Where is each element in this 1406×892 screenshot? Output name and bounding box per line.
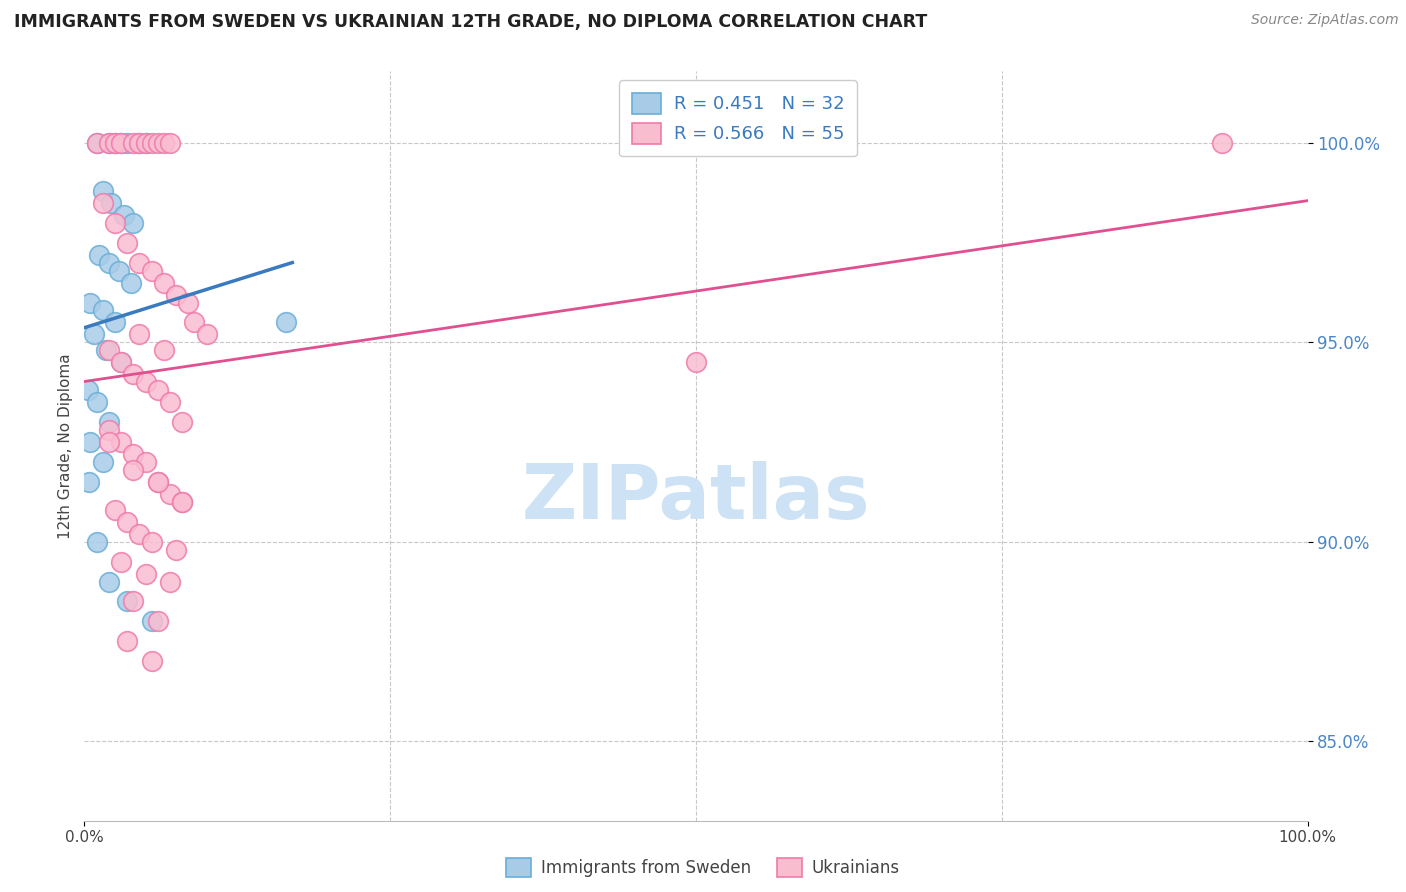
Point [128, 136, 150, 150]
Point [107, 263, 129, 277]
Point [165, 287, 187, 301]
Y-axis label: 12th Grade, No Diploma: 12th Grade, No Diploma [58, 353, 73, 539]
Point [87, 248, 110, 262]
Point [141, 654, 163, 668]
Point [159, 136, 181, 150]
Point [120, 276, 142, 290]
Point [135, 136, 157, 150]
Point [115, 235, 138, 250]
Point [165, 542, 187, 557]
Point [97, 343, 120, 358]
Point [104, 216, 127, 230]
Point [97, 435, 120, 450]
Point [110, 136, 132, 150]
Point [97, 255, 120, 269]
Point [91, 195, 114, 210]
Point [122, 368, 145, 382]
Point [135, 455, 157, 469]
Point [135, 566, 157, 581]
Point [112, 208, 135, 222]
Point [86, 534, 108, 549]
Point [97, 423, 120, 437]
Point [195, 327, 218, 342]
Point [146, 615, 169, 629]
Point [128, 136, 150, 150]
Point [110, 355, 132, 369]
Point [91, 455, 114, 469]
Point [100, 195, 122, 210]
Point [146, 475, 169, 489]
Point [104, 136, 127, 150]
Point [91, 303, 114, 318]
Point [172, 415, 194, 429]
Point [122, 447, 145, 461]
Point [104, 502, 127, 516]
Point [115, 515, 138, 529]
Point [110, 355, 132, 369]
Point [122, 463, 145, 477]
Point [146, 383, 169, 397]
Point [122, 136, 145, 150]
Point [153, 276, 176, 290]
Point [110, 555, 132, 569]
Point [141, 263, 163, 277]
Point [146, 136, 169, 150]
Point [79, 435, 101, 450]
Point [86, 136, 108, 150]
Point [77, 475, 100, 489]
Point [104, 136, 127, 150]
Point [115, 136, 138, 150]
Point [1211, 136, 1233, 150]
Text: Source: ZipAtlas.com: Source: ZipAtlas.com [1251, 13, 1399, 28]
Point [104, 315, 127, 329]
Point [128, 327, 150, 342]
Point [183, 315, 205, 329]
Point [177, 295, 200, 310]
Text: ZIPatlas: ZIPatlas [522, 461, 870, 535]
Point [79, 295, 101, 310]
Point [86, 395, 108, 409]
Point [122, 594, 145, 608]
Point [128, 255, 150, 269]
Point [128, 526, 150, 541]
Point [172, 495, 194, 509]
Point [153, 343, 176, 358]
Point [135, 376, 157, 390]
Point [159, 574, 181, 589]
Point [146, 475, 169, 489]
Point [97, 136, 120, 150]
Point [110, 136, 132, 150]
Legend: Immigrants from Sweden, Ukrainians: Immigrants from Sweden, Ukrainians [499, 851, 907, 884]
Point [141, 534, 163, 549]
Point [83, 327, 105, 342]
Point [135, 136, 157, 150]
Point [276, 315, 298, 329]
Point [141, 615, 163, 629]
Point [159, 487, 181, 501]
Point [86, 136, 108, 150]
Point [115, 594, 138, 608]
Point [172, 495, 194, 509]
Legend: R = 0.451   N = 32, R = 0.566   N = 55: R = 0.451 N = 32, R = 0.566 N = 55 [620, 80, 856, 156]
Point [115, 634, 138, 648]
Point [110, 435, 132, 450]
Text: IMMIGRANTS FROM SWEDEN VS UKRAINIAN 12TH GRADE, NO DIPLOMA CORRELATION CHART: IMMIGRANTS FROM SWEDEN VS UKRAINIAN 12TH… [14, 13, 928, 31]
Point [77, 383, 100, 397]
Point [141, 136, 163, 150]
Point [685, 355, 707, 369]
Point [97, 415, 120, 429]
Point [122, 216, 145, 230]
Point [96, 343, 118, 358]
Point [91, 184, 114, 198]
Point [159, 395, 181, 409]
Point [153, 136, 176, 150]
Point [97, 136, 120, 150]
Point [97, 574, 120, 589]
